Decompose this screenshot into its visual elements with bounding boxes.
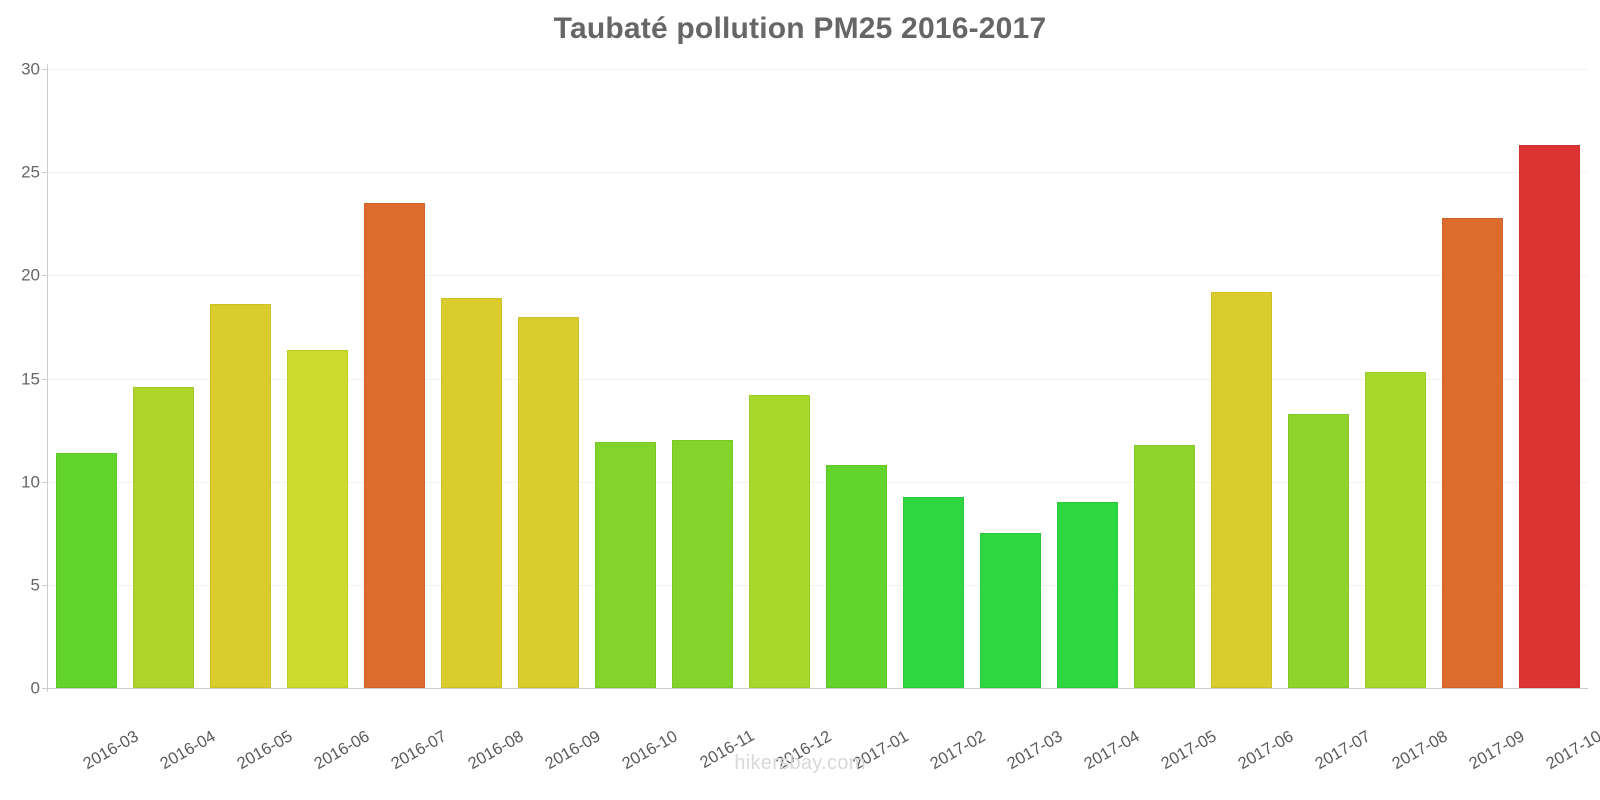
y-tick-label: 30 [21, 59, 40, 79]
bar[interactable] [902, 497, 965, 688]
bar[interactable] [440, 298, 503, 688]
bar[interactable] [132, 386, 195, 688]
y-tick-mark [42, 172, 48, 174]
bar[interactable] [1287, 413, 1350, 688]
y-tick-mark [42, 378, 48, 380]
y-tick-label: 15 [21, 369, 40, 388]
y-axis-line [47, 64, 48, 692]
bar[interactable] [1056, 502, 1119, 688]
gridline [48, 69, 1588, 70]
bar[interactable] [671, 440, 734, 688]
x-axis-line [47, 688, 1588, 689]
bar[interactable] [209, 304, 272, 688]
gridline [48, 275, 1588, 277]
bar[interactable] [1518, 145, 1581, 688]
gridline [48, 172, 1588, 174]
bars-layer [48, 69, 1588, 688]
bar[interactable] [1364, 372, 1427, 688]
bar[interactable] [55, 452, 118, 688]
bar[interactable] [1441, 217, 1504, 688]
gridline [48, 378, 1588, 380]
bar[interactable] [1210, 291, 1273, 688]
bar[interactable] [286, 349, 349, 688]
bar[interactable] [517, 316, 580, 688]
y-tick-label: 0 [30, 678, 40, 698]
gridline [48, 584, 1588, 586]
y-tick-label: 10 [21, 472, 40, 492]
y-tick-mark [42, 275, 48, 277]
bar[interactable] [825, 465, 888, 688]
bar[interactable] [363, 203, 426, 688]
y-tick-label: 5 [30, 575, 40, 595]
y-tick-mark [42, 584, 48, 586]
plot-area [48, 69, 1588, 688]
bar[interactable] [748, 395, 811, 688]
bar[interactable] [1133, 444, 1196, 688]
footer-credit: hikersbay.com [734, 752, 866, 774]
y-tick-mark [42, 481, 48, 483]
gridline [48, 481, 1588, 483]
chart-title: Taubaté pollution PM25 2016-2017 [553, 12, 1047, 45]
y-tick-mark [42, 69, 48, 70]
y-tick-mark [42, 688, 48, 689]
y-axis-tick-labels: 0 5 10 15 20 25 30 [0, 0, 40, 800]
y-tick-label: 20 [21, 265, 40, 285]
bar[interactable] [594, 442, 657, 688]
y-tick-label: 25 [21, 162, 40, 182]
bar[interactable] [979, 533, 1042, 688]
